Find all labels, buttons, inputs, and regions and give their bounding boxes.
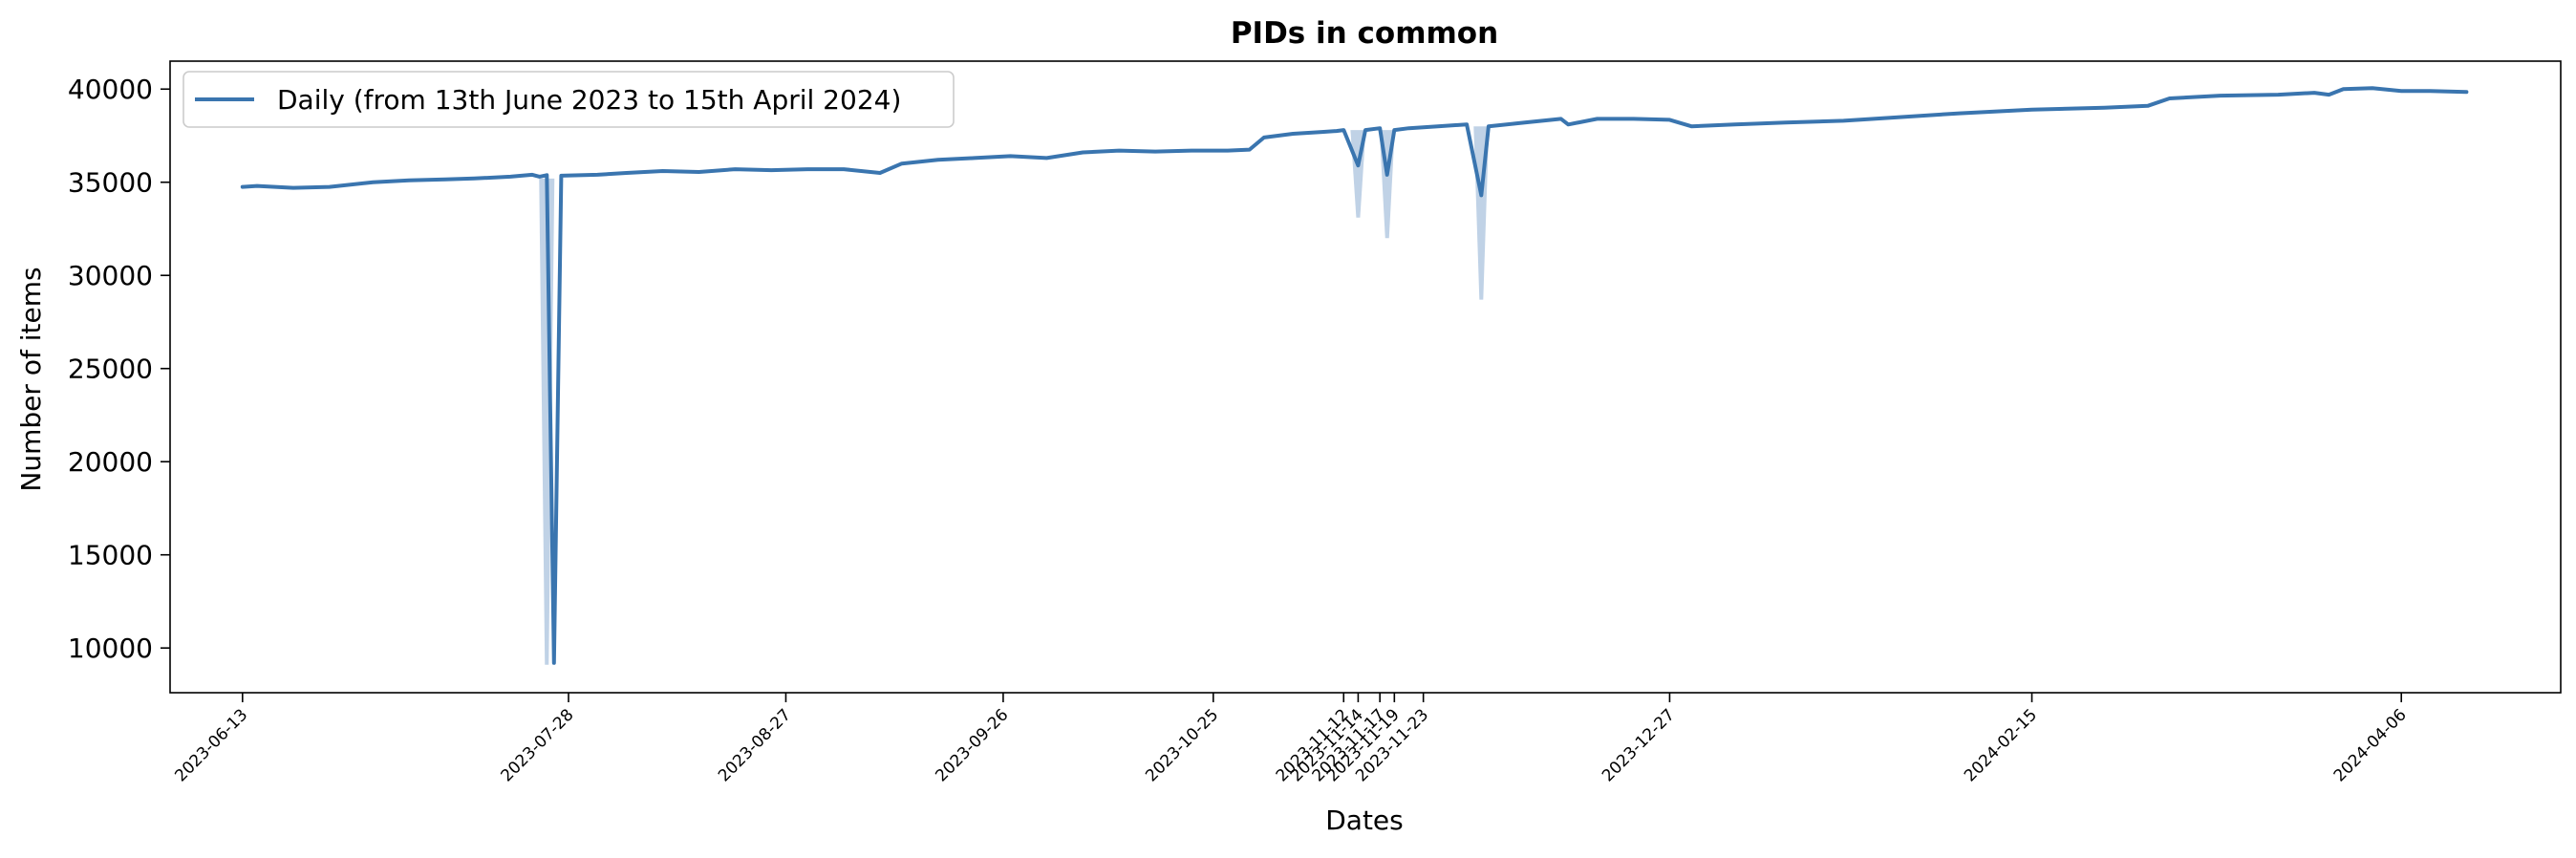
y-axis-ticks: 10000 15000 20000 25000 30000 35000 40000 <box>68 74 170 664</box>
legend-entry-daily: Daily (from 13th June 2023 to 15th April… <box>277 84 901 116</box>
x-axis-ticks: 2023-06-13 2023-07-28 2023-08-27 2023-09-26… <box>171 693 2411 785</box>
band-dip-0 <box>539 178 555 665</box>
y-tick-label: 40000 <box>68 74 153 105</box>
x-tick-label: 2023-07-28 <box>498 705 578 785</box>
y-tick-label: 15000 <box>68 540 153 571</box>
series-line-layer <box>240 86 2469 665</box>
x-tick-label: 2023-10-25 <box>1142 705 1222 785</box>
y-axis-label: Number of items <box>15 267 47 491</box>
x-tick-label: 2024-02-15 <box>1961 705 2041 785</box>
series-line-0 <box>240 86 2469 665</box>
y-tick-label: 35000 <box>68 167 153 199</box>
plot-frame <box>169 60 2562 694</box>
x-tick-label: 2024-04-06 <box>2330 705 2411 785</box>
confidence-band-layer <box>539 126 1490 665</box>
x-axis-label: Dates <box>1325 804 1404 836</box>
legend-box <box>182 71 955 128</box>
chart-title: PIDs in common <box>1231 16 1498 51</box>
legend: Daily (from 13th June 2023 to 15th April… <box>182 71 955 128</box>
x-tick-label: 2023-09-26 <box>932 705 1012 785</box>
y-tick-label: 30000 <box>68 260 153 291</box>
y-tick-label: 20000 <box>68 446 153 478</box>
x-tick-label: 2023-08-27 <box>715 705 795 785</box>
x-tick-label: 2023-06-13 <box>171 705 251 785</box>
y-tick-label: 10000 <box>68 633 153 664</box>
y-tick-label: 25000 <box>68 354 153 385</box>
x-tick-label: 2023-12-27 <box>1599 705 1679 785</box>
